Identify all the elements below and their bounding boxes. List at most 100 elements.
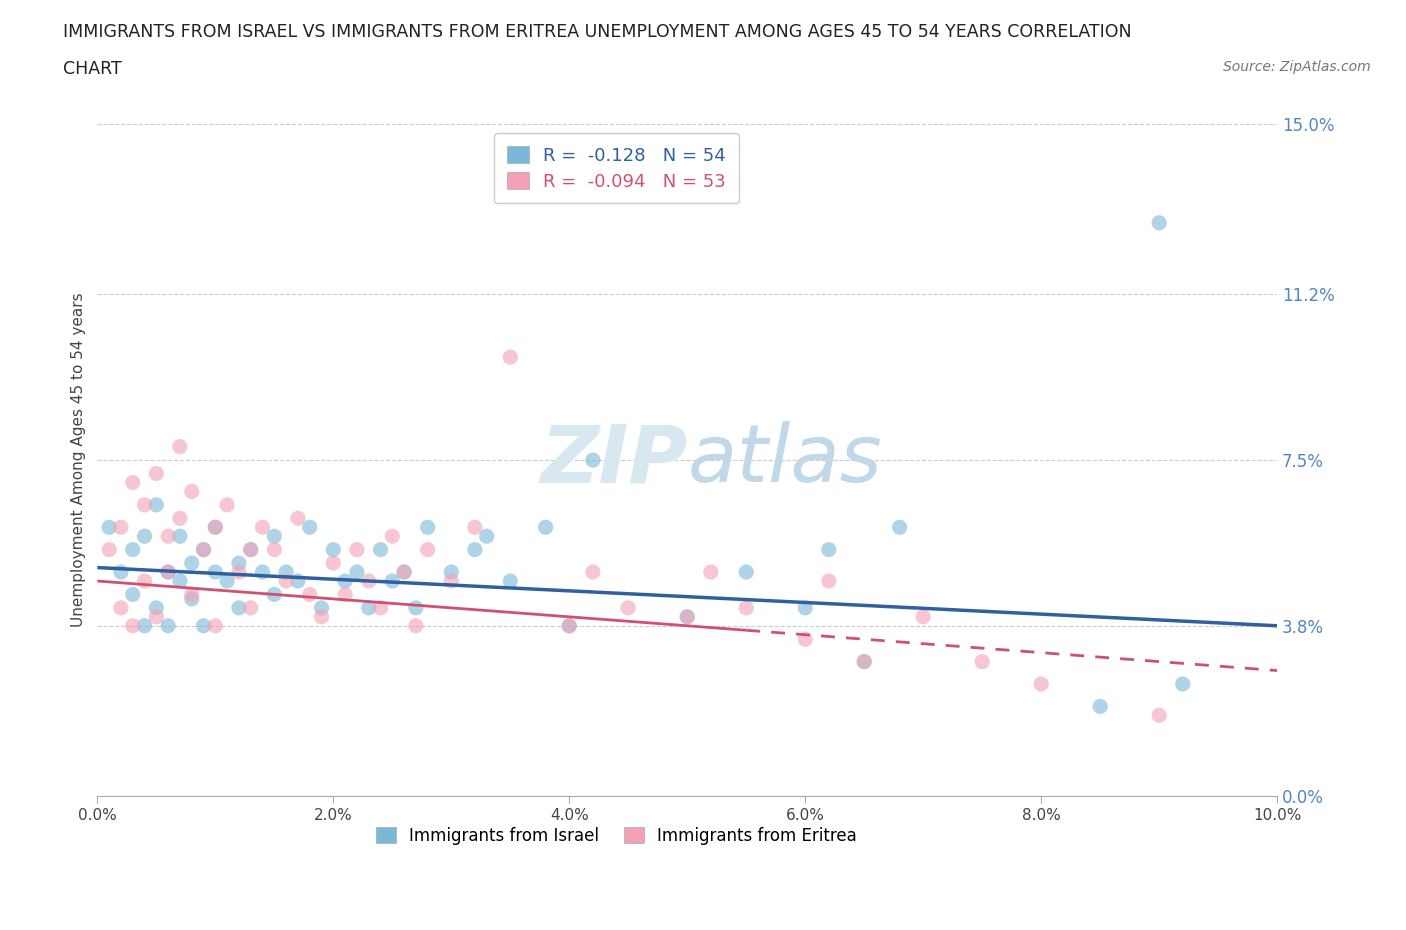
Point xyxy=(169,511,191,525)
Point xyxy=(794,601,817,616)
Point xyxy=(263,587,285,602)
Point xyxy=(889,520,911,535)
Point xyxy=(145,466,167,481)
Point xyxy=(582,565,605,579)
Point xyxy=(370,542,392,557)
Point xyxy=(381,574,404,589)
Point xyxy=(134,498,156,512)
Point xyxy=(534,520,557,535)
Point xyxy=(121,587,143,602)
Point xyxy=(311,609,333,624)
Point xyxy=(392,565,415,579)
Point xyxy=(157,565,180,579)
Point xyxy=(1147,708,1170,723)
Point xyxy=(180,484,202,498)
Point xyxy=(204,565,226,579)
Point xyxy=(416,542,439,557)
Point xyxy=(180,587,202,602)
Point xyxy=(274,565,297,579)
Point xyxy=(98,542,121,557)
Point xyxy=(193,542,215,557)
Point xyxy=(333,587,356,602)
Point xyxy=(239,542,262,557)
Point xyxy=(370,601,392,616)
Point xyxy=(322,542,344,557)
Point xyxy=(464,542,486,557)
Point xyxy=(1147,216,1170,231)
Point xyxy=(392,565,415,579)
Point xyxy=(204,618,226,633)
Text: Source: ZipAtlas.com: Source: ZipAtlas.com xyxy=(1223,60,1371,74)
Text: CHART: CHART xyxy=(63,60,122,78)
Point xyxy=(98,520,121,535)
Point xyxy=(853,654,876,669)
Point xyxy=(311,601,333,616)
Point xyxy=(274,574,297,589)
Point xyxy=(263,529,285,544)
Point xyxy=(252,565,274,579)
Point xyxy=(228,565,250,579)
Point xyxy=(169,439,191,454)
Point xyxy=(676,609,699,624)
Point xyxy=(817,574,839,589)
Point xyxy=(204,520,226,535)
Point xyxy=(157,529,180,544)
Text: atlas: atlas xyxy=(688,421,882,499)
Point xyxy=(912,609,935,624)
Point xyxy=(440,574,463,589)
Point xyxy=(180,591,202,606)
Point xyxy=(239,601,262,616)
Point xyxy=(817,542,839,557)
Point xyxy=(157,618,180,633)
Point xyxy=(357,601,380,616)
Point xyxy=(252,520,274,535)
Point xyxy=(405,618,427,633)
Point xyxy=(676,609,699,624)
Point xyxy=(121,618,143,633)
Point xyxy=(346,542,368,557)
Point xyxy=(134,618,156,633)
Point xyxy=(110,565,132,579)
Point xyxy=(157,565,180,579)
Point xyxy=(700,565,723,579)
Point xyxy=(169,529,191,544)
Point xyxy=(322,555,344,570)
Point xyxy=(263,542,285,557)
Point xyxy=(346,565,368,579)
Point xyxy=(110,601,132,616)
Point xyxy=(134,529,156,544)
Point xyxy=(464,520,486,535)
Point xyxy=(145,601,167,616)
Point xyxy=(228,601,250,616)
Point xyxy=(475,529,498,544)
Y-axis label: Unemployment Among Ages 45 to 54 years: Unemployment Among Ages 45 to 54 years xyxy=(72,293,86,628)
Point xyxy=(121,475,143,490)
Point xyxy=(193,618,215,633)
Point xyxy=(499,574,522,589)
Point xyxy=(298,587,321,602)
Point xyxy=(735,601,758,616)
Point xyxy=(287,574,309,589)
Point xyxy=(169,574,191,589)
Point xyxy=(193,542,215,557)
Point xyxy=(381,529,404,544)
Point xyxy=(794,631,817,646)
Point xyxy=(499,350,522,365)
Text: ZIP: ZIP xyxy=(540,421,688,499)
Point xyxy=(204,520,226,535)
Text: IMMIGRANTS FROM ISRAEL VS IMMIGRANTS FROM ERITREA UNEMPLOYMENT AMONG AGES 45 TO : IMMIGRANTS FROM ISRAEL VS IMMIGRANTS FRO… xyxy=(63,23,1132,41)
Point xyxy=(239,542,262,557)
Point xyxy=(298,520,321,535)
Point xyxy=(972,654,994,669)
Point xyxy=(405,601,427,616)
Point xyxy=(228,555,250,570)
Point xyxy=(145,609,167,624)
Point xyxy=(217,498,239,512)
Point xyxy=(333,574,356,589)
Point xyxy=(121,542,143,557)
Point xyxy=(217,574,239,589)
Point xyxy=(357,574,380,589)
Point xyxy=(440,565,463,579)
Point xyxy=(1031,676,1053,691)
Point xyxy=(1171,676,1194,691)
